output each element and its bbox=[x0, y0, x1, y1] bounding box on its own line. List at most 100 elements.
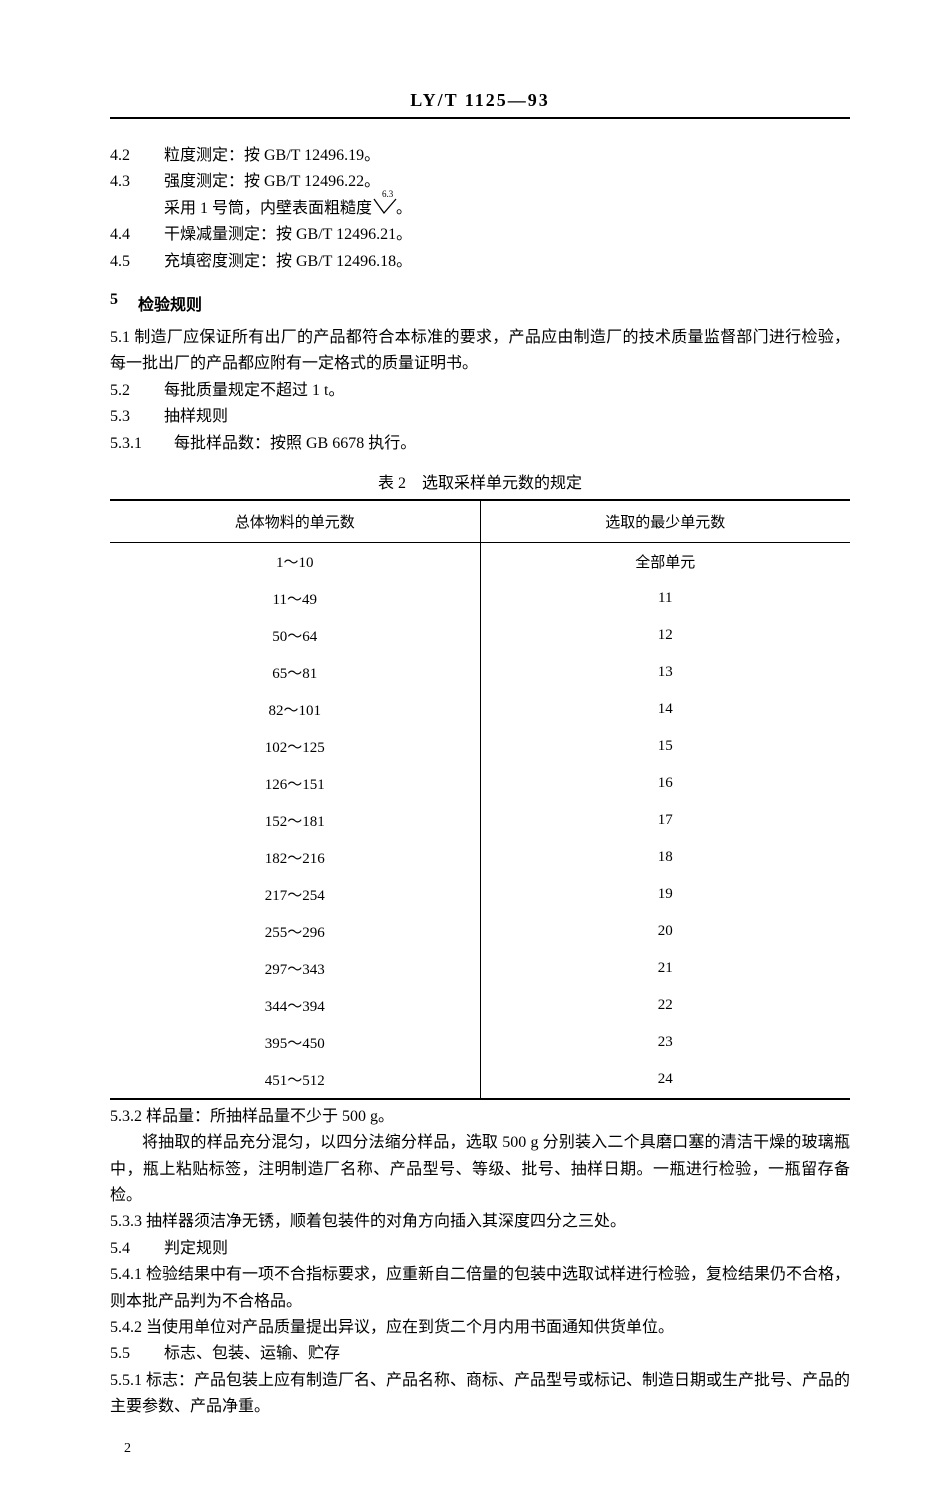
clause-4-3-sub: 采用 1 号筒，内壁表面粗糙度 6.3 。 bbox=[110, 196, 850, 222]
table-2-caption: 表 2 选取采样单元数的规定 bbox=[110, 469, 850, 493]
clause-number: 5.3.3 bbox=[110, 1213, 142, 1230]
table-cell: 255～296 bbox=[110, 913, 480, 950]
table-cell: 12 bbox=[480, 617, 850, 654]
table-row: 102～12515 bbox=[110, 728, 850, 765]
clause-text: 采用 1 号筒，内壁表面粗糙度 bbox=[164, 200, 372, 217]
table-cell: 11 bbox=[480, 580, 850, 617]
clause-4-5: 4.5 充填密度测定：按 GB/T 12496.18。 bbox=[110, 249, 850, 275]
clause-5-3-1: 5.3.1 每批样品数：按照 GB 6678 执行。 bbox=[110, 431, 850, 457]
clause-number: 4.4 bbox=[110, 222, 152, 248]
clause-4-3: 4.3 强度测定：按 GB/T 12496.22。 bbox=[110, 169, 850, 195]
table-cell: 17 bbox=[480, 802, 850, 839]
table-row: 152～18117 bbox=[110, 802, 850, 839]
clause-text: 样品量：所抽样品量不少于 500 g。 bbox=[146, 1108, 394, 1125]
table-row: 50～6412 bbox=[110, 617, 850, 654]
table-cell: 395～450 bbox=[110, 1024, 480, 1061]
clause-5-5-1: 5.5.1 标志：产品包装上应有制造厂名、产品名称、商标、产品型号或标记、制造日… bbox=[110, 1368, 850, 1421]
section-title: 检验规则 bbox=[138, 291, 202, 315]
table-cell: 18 bbox=[480, 839, 850, 876]
clause-text: 强度测定：按 GB/T 12496.22。 bbox=[164, 169, 380, 195]
clause-text: 干燥减量测定：按 GB/T 12496.21。 bbox=[164, 222, 412, 248]
table-row: 255～29620 bbox=[110, 913, 850, 950]
clause-number: 5.5.1 bbox=[110, 1372, 142, 1389]
clause-number: 5.3 bbox=[110, 404, 152, 430]
clause-number: 4.2 bbox=[110, 143, 152, 169]
clause-4-2: 4.2 粒度测定：按 GB/T 12496.19。 bbox=[110, 143, 850, 169]
clause-4-4: 4.4 干燥减量测定：按 GB/T 12496.21。 bbox=[110, 222, 850, 248]
table-row: 182～21618 bbox=[110, 839, 850, 876]
table-row: 344～39422 bbox=[110, 987, 850, 1024]
table-row: 217～25419 bbox=[110, 876, 850, 913]
clause-5-4-1: 5.4.1 检验结果中有一项不合指标要求，应重新自二倍量的包装中选取试样进行检验… bbox=[110, 1262, 850, 1315]
table-cell: 182～216 bbox=[110, 839, 480, 876]
table-column-header: 选取的最少单元数 bbox=[480, 500, 850, 543]
table-cell: 16 bbox=[480, 765, 850, 802]
table-cell: 全部单元 bbox=[480, 542, 850, 580]
clause-text-tail: 。 bbox=[396, 200, 412, 217]
table-cell: 451～512 bbox=[110, 1061, 480, 1099]
table-column-header: 总体物料的单元数 bbox=[110, 500, 480, 543]
clause-text: 抽样器须洁净无锈，顺着包装件的对角方向插入其深度四分之三处。 bbox=[146, 1213, 626, 1230]
table-cell: 126～151 bbox=[110, 765, 480, 802]
clause-text: 充填密度测定：按 GB/T 12496.18。 bbox=[164, 249, 412, 275]
clause-5-4: 5.4 判定规则 bbox=[110, 1236, 850, 1262]
table-cell: 11～49 bbox=[110, 580, 480, 617]
table-cell: 13 bbox=[480, 654, 850, 691]
clause-number: 5.5 bbox=[110, 1341, 152, 1367]
table-cell: 22 bbox=[480, 987, 850, 1024]
standard-code-header: LY/T 1125—93 bbox=[110, 90, 850, 117]
clause-text: 当使用单位对产品质量提出异议，应在到货二个月内用书面通知供货单位。 bbox=[146, 1319, 674, 1336]
clause-5-1: 5.1 制造厂应保证所有出厂的产品都符合本标准的要求，产品应由制造厂的技术质量监… bbox=[110, 325, 850, 378]
clause-5-2: 5.2 每批质量规定不超过 1 t。 bbox=[110, 378, 850, 404]
table-cell: 344～394 bbox=[110, 987, 480, 1024]
clause-number: 5.4 bbox=[110, 1236, 152, 1262]
clause-text: 标志：产品包装上应有制造厂名、产品名称、商标、产品型号或标记、制造日期或生产批号… bbox=[110, 1372, 850, 1415]
clause-5-5: 5.5 标志、包装、运输、贮存 bbox=[110, 1341, 850, 1367]
table-row: 451～51224 bbox=[110, 1061, 850, 1099]
clause-number: 5.3.2 bbox=[110, 1108, 142, 1125]
clause-text: 每批样品数：按照 GB 6678 执行。 bbox=[174, 431, 416, 457]
clause-5-3-2-sub: 将抽取的样品充分混匀，以四分法缩分样品，选取 500 g 分别装入二个具磨口塞的… bbox=[110, 1130, 850, 1209]
roughness-value: 6.3 bbox=[382, 189, 394, 199]
table-row: 395～45023 bbox=[110, 1024, 850, 1061]
clause-text: 每批质量规定不超过 1 t。 bbox=[164, 378, 344, 404]
table-header-row: 总体物料的单元数 选取的最少单元数 bbox=[110, 500, 850, 543]
table-cell: 65～81 bbox=[110, 654, 480, 691]
clause-text: 检验结果中有一项不合指标要求，应重新自二倍量的包装中选取试样进行检验，复检结果仍… bbox=[110, 1266, 850, 1309]
clause-number: 5.3.1 bbox=[110, 431, 162, 457]
clause-number: 5.4.2 bbox=[110, 1319, 142, 1336]
clause-number: 5.4.1 bbox=[110, 1266, 142, 1283]
table-cell: 14 bbox=[480, 691, 850, 728]
table-cell: 50～64 bbox=[110, 617, 480, 654]
table-cell: 217～254 bbox=[110, 876, 480, 913]
clause-text: 标志、包装、运输、贮存 bbox=[164, 1341, 340, 1367]
clause-number: 5.1 bbox=[110, 329, 130, 346]
table-cell: 15 bbox=[480, 728, 850, 765]
table-row: 1～10全部单元 bbox=[110, 542, 850, 580]
clause-5-3-3: 5.3.3 抽样器须洁净无锈，顺着包装件的对角方向插入其深度四分之三处。 bbox=[110, 1209, 850, 1235]
clause-text: 粒度测定：按 GB/T 12496.19。 bbox=[164, 143, 380, 169]
clause-5-4-2: 5.4.2 当使用单位对产品质量提出异议，应在到货二个月内用书面通知供货单位。 bbox=[110, 1315, 850, 1341]
clause-text: 抽样规则 bbox=[164, 404, 228, 430]
clause-text: 判定规则 bbox=[164, 1236, 228, 1262]
table-cell: 102～125 bbox=[110, 728, 480, 765]
table-row: 297～34321 bbox=[110, 950, 850, 987]
document-page: LY/T 1125—93 4.2 粒度测定：按 GB/T 12496.19。 4… bbox=[0, 0, 950, 1497]
clause-number: 4.5 bbox=[110, 249, 152, 275]
table-cell: 24 bbox=[480, 1061, 850, 1099]
table-cell: 1～10 bbox=[110, 542, 480, 580]
table-row: 65～8113 bbox=[110, 654, 850, 691]
table-cell: 297～343 bbox=[110, 950, 480, 987]
clause-5-3-2: 5.3.2 样品量：所抽样品量不少于 500 g。 bbox=[110, 1104, 850, 1130]
section-number: 5 bbox=[110, 291, 126, 315]
table-cell: 82～101 bbox=[110, 691, 480, 728]
table-cell: 19 bbox=[480, 876, 850, 913]
table-row: 82～10114 bbox=[110, 691, 850, 728]
table-row: 11～4911 bbox=[110, 580, 850, 617]
table-row: 126～15116 bbox=[110, 765, 850, 802]
clause-number: 4.3 bbox=[110, 169, 152, 195]
table-cell: 20 bbox=[480, 913, 850, 950]
clause-5-3: 5.3 抽样规则 bbox=[110, 404, 850, 430]
clause-number: 5.2 bbox=[110, 378, 152, 404]
section-5-heading: 5 检验规则 bbox=[110, 291, 850, 315]
